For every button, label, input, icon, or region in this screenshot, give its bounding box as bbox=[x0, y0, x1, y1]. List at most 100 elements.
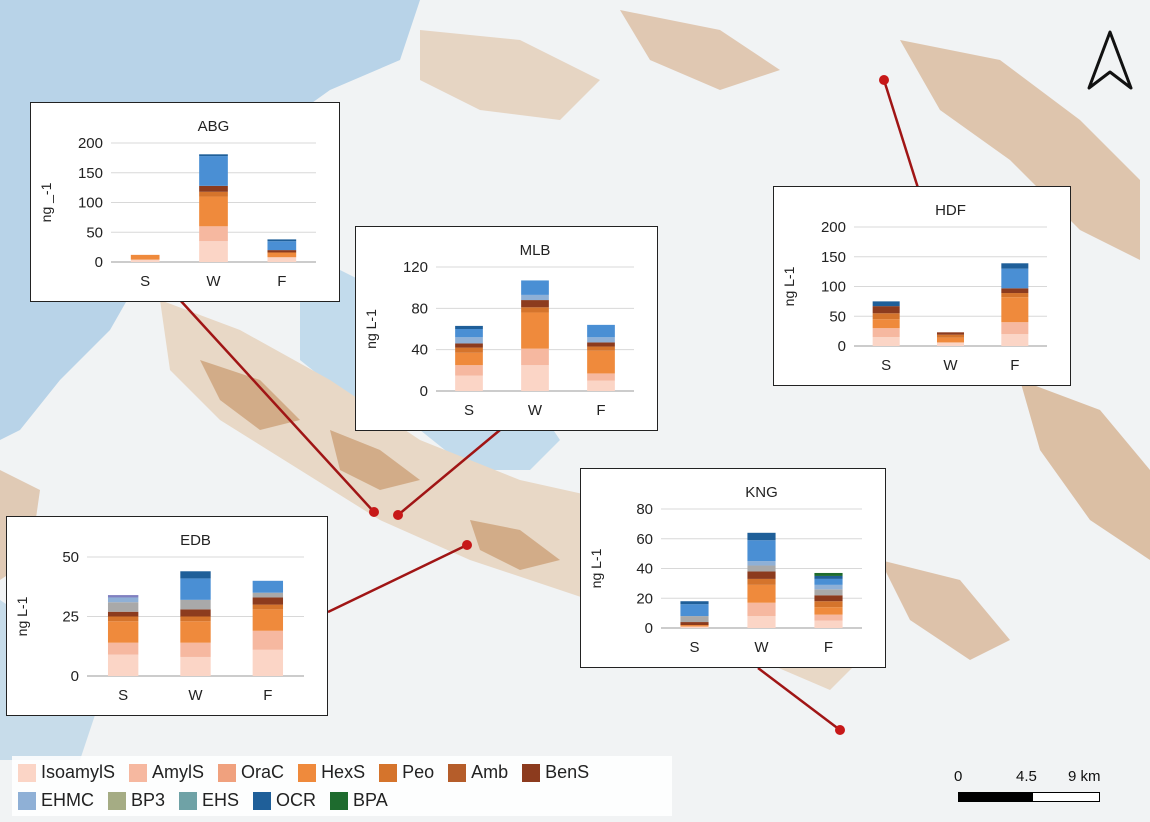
y-tick-label: 50 bbox=[86, 224, 103, 241]
y-axis-label: ng _-1 bbox=[38, 182, 54, 222]
legend-swatch bbox=[18, 763, 36, 782]
bar-segment bbox=[107, 642, 139, 655]
bar-segment bbox=[814, 620, 843, 628]
bar-segment bbox=[107, 597, 139, 603]
bar-segment bbox=[936, 342, 965, 346]
legend-label: BPA bbox=[353, 790, 388, 810]
bar-segment bbox=[107, 602, 139, 612]
x-tick-label: F bbox=[277, 273, 286, 290]
bar-segment bbox=[814, 575, 843, 579]
x-tick-label: S bbox=[140, 273, 150, 290]
scale-label-0: 0 bbox=[954, 768, 963, 785]
y-tick-label: 0 bbox=[645, 620, 653, 637]
bar-segment bbox=[814, 614, 843, 621]
bar-segment bbox=[267, 239, 297, 242]
bar-segment bbox=[1001, 288, 1029, 294]
chart-hdf: HDF ng L-1 0 50 100 150 200 S W F bbox=[781, 202, 1047, 374]
scale-bar-white bbox=[1032, 792, 1100, 802]
chart-title: ABG bbox=[198, 118, 230, 135]
bar-segment bbox=[747, 540, 776, 562]
legend-swatch bbox=[129, 763, 148, 782]
x-tick-label: W bbox=[754, 639, 769, 656]
legend-row-1: IsoamylS AmylS OraC HexS Peo Amb BenS bbox=[18, 762, 589, 783]
legend-label: Amb bbox=[471, 762, 509, 782]
bar-segment bbox=[521, 312, 549, 349]
bar-segment bbox=[130, 259, 160, 262]
chart-panel-abg: ABG ng _-1 0 50 100 150 200 S W F bbox=[30, 102, 340, 302]
bar-segment bbox=[455, 325, 483, 329]
bar-segment bbox=[455, 329, 483, 338]
bar-segment bbox=[747, 578, 776, 585]
legend-swatch bbox=[18, 791, 36, 810]
bar-segment bbox=[872, 306, 900, 314]
connector-mlb bbox=[397, 429, 501, 516]
scale-label-mid: 4.5 bbox=[1016, 768, 1037, 785]
bar-segment bbox=[107, 654, 139, 676]
bar-segment bbox=[680, 625, 709, 627]
x-tick-label: F bbox=[1010, 357, 1019, 374]
x-tick-label: S bbox=[464, 402, 474, 419]
chart-title: KNG bbox=[745, 484, 778, 501]
bar-segment bbox=[521, 280, 549, 295]
connector-edb bbox=[327, 543, 468, 614]
north-arrow-icon bbox=[1087, 30, 1133, 90]
bar-segment bbox=[107, 616, 139, 622]
legend-item: EHS bbox=[179, 790, 239, 811]
bar-segment bbox=[180, 621, 211, 643]
legend-item: EHMC bbox=[18, 790, 94, 811]
y-tick-label: 0 bbox=[71, 668, 79, 685]
y-tick-label: 25 bbox=[62, 609, 79, 626]
bar-segment bbox=[1001, 297, 1029, 323]
bar-segment bbox=[587, 337, 615, 343]
legend-label: HexS bbox=[321, 762, 366, 782]
legend-swatch bbox=[108, 791, 126, 810]
bar-segment bbox=[455, 375, 483, 391]
chart-panel-hdf: HDF ng L-1 0 50 100 150 200 S W F bbox=[773, 186, 1071, 386]
bar-segment bbox=[680, 604, 709, 617]
bar-segment bbox=[252, 597, 284, 605]
bar-segment bbox=[521, 300, 549, 308]
scale-label-end: 9 km bbox=[1068, 768, 1101, 785]
bar-segment bbox=[252, 649, 284, 676]
bar-segment bbox=[252, 580, 284, 593]
site-marker-mlb bbox=[393, 510, 403, 520]
bar-segment bbox=[872, 337, 900, 346]
bar-segment bbox=[814, 595, 843, 602]
bar-segment bbox=[1001, 293, 1029, 298]
x-tick-label: W bbox=[206, 273, 221, 290]
bar-segment bbox=[1001, 263, 1029, 269]
x-tick-label: W bbox=[188, 687, 203, 704]
bar-segment bbox=[199, 196, 228, 227]
bar-segment bbox=[1001, 322, 1029, 335]
y-tick-label: 200 bbox=[821, 219, 846, 236]
bar-segment bbox=[872, 319, 900, 329]
bar-segment bbox=[680, 626, 709, 628]
y-tick-label: 100 bbox=[821, 279, 846, 296]
bar-segment bbox=[180, 609, 211, 617]
scale-bar: 0 4.5 9 km bbox=[950, 768, 1110, 812]
bar-segment bbox=[680, 616, 709, 623]
legend-swatch bbox=[179, 791, 198, 810]
legend-item: Amb bbox=[448, 762, 508, 783]
bar-segment bbox=[252, 609, 284, 631]
bar-segment bbox=[130, 254, 160, 260]
legend-label: Peo bbox=[402, 762, 435, 782]
y-tick-label: 50 bbox=[62, 549, 79, 566]
x-tick-label: W bbox=[528, 402, 543, 419]
legend-swatch bbox=[448, 763, 467, 782]
bar-segment bbox=[107, 611, 139, 617]
bar-segment bbox=[521, 365, 549, 391]
chart-title: EDB bbox=[180, 532, 211, 549]
bar-segment bbox=[267, 257, 297, 262]
legend-label: EHS bbox=[202, 790, 240, 810]
legend-item: BPA bbox=[330, 790, 388, 811]
legend-item: BenS bbox=[522, 762, 589, 783]
bar-segment bbox=[455, 343, 483, 348]
bar-segment bbox=[267, 252, 297, 258]
legend-item: OCR bbox=[253, 790, 316, 811]
y-tick-label: 50 bbox=[829, 308, 846, 325]
legend-item: OraC bbox=[218, 762, 284, 783]
legend-row-2: EHMC BP3 EHS OCR BPA bbox=[18, 790, 388, 811]
x-tick-label: W bbox=[943, 357, 958, 374]
bar-segment bbox=[521, 294, 549, 301]
